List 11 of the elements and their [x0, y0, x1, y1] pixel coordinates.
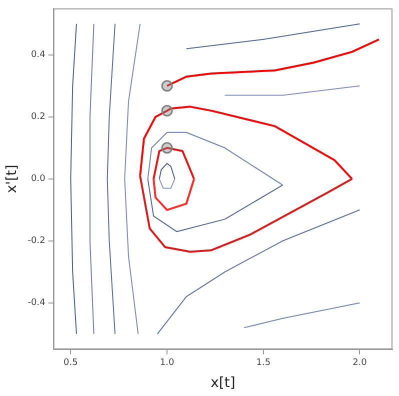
y-tick-label: 0.4	[31, 50, 46, 60]
y-tick-label: 0.0	[31, 174, 46, 184]
x-tick-label: 2.0	[352, 358, 368, 368]
y-tick-label: -0.2	[28, 236, 46, 246]
x-tick-label: 1.0	[160, 358, 174, 368]
y-tick-label: -0.4	[28, 298, 46, 308]
y-tick-label: 0.2	[31, 112, 46, 122]
y-axis-title: x'[t]	[4, 164, 20, 194]
x-axis-title: x[t]	[210, 375, 236, 392]
x-tick-label: 0.5	[64, 358, 78, 368]
x-tick-label: 1.5	[256, 358, 271, 368]
